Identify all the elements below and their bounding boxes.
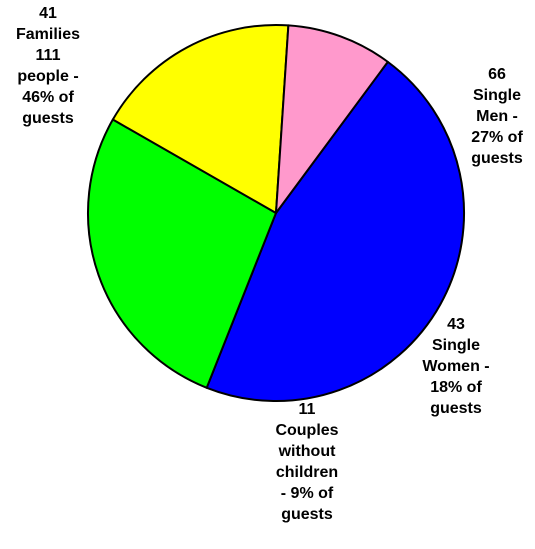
slice-label-line: guests [471,150,523,167]
slice-label-line: people - [17,68,78,85]
slice-label-families: 41 Families 111 people - 46% of guests [16,5,80,127]
slice-label-line: 41 [39,5,57,22]
slice-label-line: 66 [488,66,506,83]
pie-slice-single-women [111,24,290,214]
pie-slice-families [205,60,465,402]
slice-label-single-women: 43 Single Women - 18% of guests [422,316,489,417]
slice-label-single-men: 66 Single Men - 27% of guests [471,66,523,167]
slice-label-line: without [278,443,337,460]
slice-label-line: Women - [422,358,489,375]
slice-label-line: Single [432,337,480,354]
slice-label-line: Couples [275,422,338,439]
slice-label-line: 111 [36,47,61,64]
slice-label-line: Single [473,87,521,104]
slice-label-couples-without-children: 11 Couples without children - 9% of guests [275,401,338,523]
slice-label-line: - 9% of [281,485,334,502]
slice-label-line: 11 [299,401,316,418]
slice-label-line: guests [22,110,74,127]
slice-label-line: 27% of [471,129,523,146]
slice-label-line: guests [430,400,482,417]
slice-label-line: children [276,464,338,481]
slice-label-line: 43 [447,316,465,333]
slice-label-line: 46% of [22,89,74,106]
slice-label-line: guests [281,506,333,523]
pie-slice-couples-without-children [275,24,389,214]
slice-label-line: Families [16,26,80,43]
slice-label-line: 18% of [430,379,482,396]
slice-label-line: Men - [476,108,518,125]
